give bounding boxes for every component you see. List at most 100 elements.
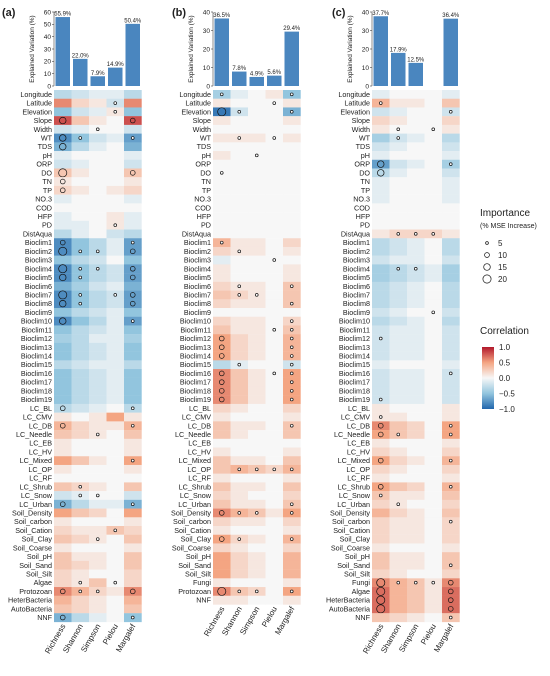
importance-circle xyxy=(379,336,383,341)
heat-cell xyxy=(248,526,266,535)
importance-circle xyxy=(449,519,453,524)
importance-circle xyxy=(131,458,135,463)
heat-cell xyxy=(124,377,142,387)
heat-cell xyxy=(54,273,72,283)
heat-cell xyxy=(213,369,231,378)
heat-cell xyxy=(442,116,460,126)
heat-cell xyxy=(424,264,443,274)
heat-cell xyxy=(230,90,249,99)
heat-cell xyxy=(372,159,390,169)
heat-cell xyxy=(71,325,90,335)
importance-circle xyxy=(59,614,66,621)
heat-cell xyxy=(89,316,107,326)
heat-cell xyxy=(265,264,284,274)
heat-cell xyxy=(248,543,266,553)
heat-cell xyxy=(372,430,390,439)
bar-richness xyxy=(214,18,229,87)
bar-value-label: 7.9% xyxy=(91,71,105,77)
heat-cell xyxy=(265,552,284,562)
importance-circle xyxy=(131,423,135,428)
row-label: Latitude xyxy=(26,99,52,108)
heat-cell xyxy=(124,447,142,457)
heat-cell xyxy=(71,464,90,474)
heat-cell xyxy=(213,595,231,605)
heat-cell xyxy=(407,595,425,605)
heat-cell xyxy=(265,177,284,187)
heat-cell xyxy=(248,412,266,422)
heat-cell xyxy=(248,142,266,152)
heat-cell xyxy=(54,403,72,413)
heat-cell xyxy=(124,351,142,361)
heat-cell xyxy=(124,508,142,518)
heat-cell xyxy=(283,194,301,204)
heat-cell xyxy=(372,238,390,248)
heat-cell xyxy=(213,133,231,143)
row-label: NNF xyxy=(355,613,370,622)
importance-circle xyxy=(290,328,294,332)
row-label: LC_OP xyxy=(28,465,52,474)
importance-circle xyxy=(431,310,436,315)
heat-cell xyxy=(283,98,301,108)
importance-circle xyxy=(219,335,225,342)
heat-cell xyxy=(89,107,107,117)
row-label: Bioclim19 xyxy=(180,395,211,404)
row-label: Longitude xyxy=(338,90,370,99)
heat-cell xyxy=(248,308,266,317)
heat-cell xyxy=(389,116,408,126)
row-label: Soil_carbon xyxy=(173,517,211,526)
row-label: LC_Urban xyxy=(337,500,370,509)
heat-cell xyxy=(372,107,390,117)
heat-cell xyxy=(265,290,284,300)
heat-cell xyxy=(283,255,301,265)
heat-cell xyxy=(71,308,90,317)
importance-circle xyxy=(396,136,401,140)
heat-cell xyxy=(124,386,142,396)
importance-circle xyxy=(220,92,224,97)
heat-cell xyxy=(442,473,460,483)
heat-cell xyxy=(54,308,72,317)
importance-circle xyxy=(78,485,82,489)
heat-cell xyxy=(407,124,425,134)
heat-cell xyxy=(283,560,301,570)
heat-cell xyxy=(106,185,125,195)
row-label: Bioclim12 xyxy=(180,334,211,343)
heat-cell xyxy=(442,133,460,143)
heat-cell xyxy=(265,238,284,248)
heat-cell xyxy=(213,246,231,256)
row-label: LC_EB xyxy=(347,439,370,448)
heat-cell xyxy=(442,194,460,204)
heat-cell xyxy=(54,447,72,457)
heat-cell xyxy=(54,543,72,553)
heat-cell xyxy=(89,255,107,265)
heat-cell xyxy=(424,168,443,178)
importance-circle xyxy=(272,101,277,105)
row-label: PD xyxy=(42,221,52,230)
bar-simpson xyxy=(90,76,105,86)
heat-cell xyxy=(213,360,231,370)
importance-circle xyxy=(376,604,386,614)
heat-cell xyxy=(424,473,443,483)
heat-cell xyxy=(213,421,231,431)
importance-circle xyxy=(58,246,68,256)
importance-circle xyxy=(131,406,135,411)
row-label: Bioclim1 xyxy=(184,238,211,247)
importance-circle xyxy=(396,267,401,271)
heat-cell xyxy=(89,151,107,160)
heat-cell xyxy=(265,351,284,361)
heat-cell xyxy=(71,508,90,518)
heat-cell xyxy=(424,386,443,396)
heat-cell xyxy=(265,212,284,221)
heat-cell xyxy=(213,526,231,535)
heat-cell xyxy=(124,194,142,204)
heat-cell xyxy=(71,342,90,352)
heat-cell xyxy=(424,194,443,204)
heat-cell xyxy=(89,273,107,283)
heat-cell xyxy=(407,151,425,160)
heat-cell xyxy=(372,142,390,152)
heat-cell xyxy=(54,229,72,239)
heat-cell xyxy=(265,447,284,457)
row-label: Bioclim19 xyxy=(21,395,52,404)
importance-circle xyxy=(58,264,68,274)
heat-cell xyxy=(389,194,408,204)
importance-circle xyxy=(290,537,294,541)
